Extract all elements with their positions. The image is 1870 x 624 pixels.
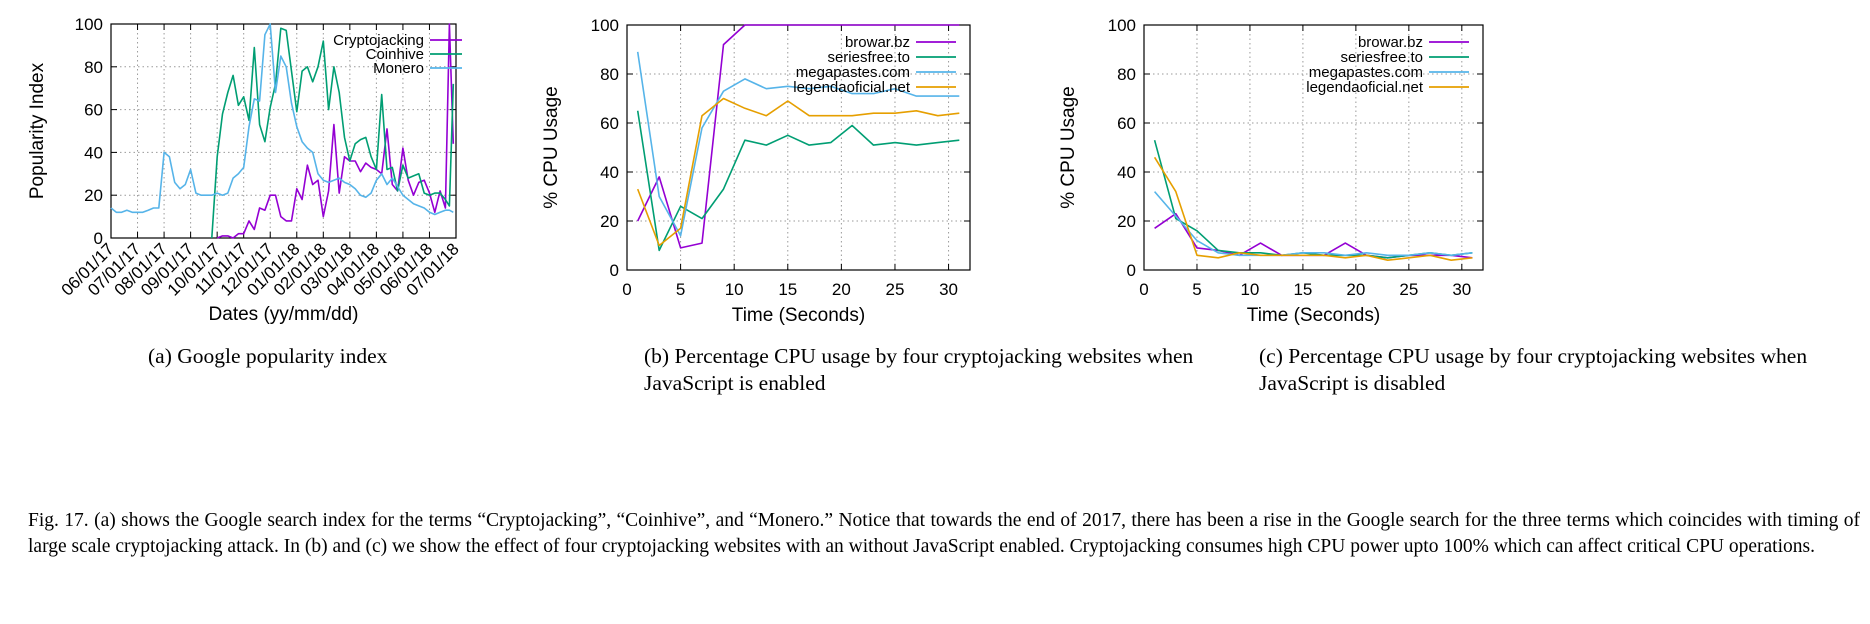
- y-tick-label: 100: [1108, 16, 1136, 35]
- series-line-browar-bz: [636, 24, 960, 249]
- series-line-legendaoficial-net: [1153, 156, 1473, 262]
- series-line-megapastes-com: [636, 51, 960, 237]
- series-line-megapastes-com: [1153, 191, 1473, 257]
- x-tick-label: 20: [832, 280, 851, 299]
- legend-label: legendaoficial.net: [793, 79, 911, 96]
- y-tick-label: 80: [84, 58, 103, 77]
- x-tick-label: 25: [886, 280, 905, 299]
- legend-label: megapastes.com: [1309, 64, 1423, 81]
- x-tick-label: 30: [1452, 280, 1471, 299]
- x-tick-label: 15: [1293, 280, 1312, 299]
- legend-label: seriesfree.to: [827, 49, 910, 66]
- chart-b: 0 20 40 60 80 100 0 5 10 15 20 25 30 Time (Seconds) % …: [541, 16, 971, 326]
- legend: browar.bzseriesfree.tomegapastes.comlege…: [793, 34, 956, 96]
- y-tick-label: 40: [1117, 163, 1136, 182]
- x-tick-label: 20: [1346, 280, 1365, 299]
- y-tick-label: 0: [610, 261, 619, 280]
- y-tick-label: 100: [75, 15, 103, 34]
- legend-label: browar.bz: [845, 34, 910, 51]
- y-tick-label: 60: [84, 101, 103, 120]
- legend: browar.bzseriesfree.tomegapastes.comlege…: [1306, 34, 1469, 96]
- y-tick-label: 60: [600, 114, 619, 133]
- y-tick-label: 0: [94, 229, 103, 248]
- plot-frame: [110, 23, 457, 239]
- y-tick-label: 20: [1117, 212, 1136, 231]
- y-tick-label: 20: [600, 212, 619, 231]
- grid: [1144, 25, 1483, 270]
- subcaption-a: (a) Google popularity index: [148, 344, 388, 368]
- series-line-coinhive: [211, 27, 455, 239]
- figure-caption: Fig. 17. (a) shows the Google search ind…: [28, 510, 1860, 557]
- y-axis-label: Popularity Index: [27, 62, 48, 199]
- y-axis-label: % CPU Usage: [541, 86, 562, 209]
- x-tick-label: 10: [1240, 280, 1259, 299]
- legend-label: Coinhive: [366, 46, 424, 63]
- legend-label: Monero: [373, 60, 424, 77]
- y-tick-label: 0: [1127, 261, 1136, 280]
- series-line-seriesfree-to: [636, 110, 960, 252]
- x-tick-label: 15: [778, 280, 797, 299]
- series-line-monero: [110, 23, 454, 216]
- x-tick-label: 0: [622, 280, 631, 299]
- series-line-seriesfree-to: [1153, 139, 1473, 259]
- grid: [111, 24, 456, 238]
- y-axis-label: % CPU Usage: [1058, 86, 1079, 209]
- x-tick-label: 5: [1192, 280, 1201, 299]
- legend-label: Cryptojacking: [333, 32, 424, 49]
- legend-label: seriesfree.to: [1340, 49, 1423, 66]
- subcaption-c: (c) Percentage CPU usage by four cryptoj…: [1259, 344, 1808, 395]
- series-line-cryptojacking: [216, 23, 455, 239]
- x-tick-label: 0: [1139, 280, 1148, 299]
- legend-label: megapastes.com: [796, 64, 910, 81]
- legend-label: browar.bz: [1358, 34, 1423, 51]
- charts-canvas: 02040608010006/01/1707/01/1708/01/1709/0…: [27, 15, 1484, 326]
- y-tick-label: 20: [84, 186, 103, 205]
- y-tick-label: 80: [600, 65, 619, 84]
- x-axis-label: Dates (yy/mm/dd): [209, 304, 359, 325]
- grid: [627, 25, 970, 270]
- plot-frame: [1143, 24, 1484, 271]
- chart-c: 0 20 40 60 80 100 0 5 10 15 20 25 30 Time (Seconds) % …: [1058, 16, 1484, 326]
- legend-label: legendaoficial.net: [1306, 79, 1424, 96]
- y-tick-label: 40: [600, 163, 619, 182]
- y-tick-label: 100: [591, 16, 619, 35]
- y-tick-label: 40: [84, 143, 103, 162]
- x-tick-label: 5: [676, 280, 685, 299]
- x-tick-label: 30: [939, 280, 958, 299]
- x-axis-label: Time (Seconds): [1247, 305, 1380, 326]
- subcaption-b: (b) Percentage CPU usage by four cryptoj…: [644, 344, 1194, 395]
- y-tick-label: 60: [1117, 114, 1136, 133]
- x-tick-label: 25: [1399, 280, 1418, 299]
- series-line-legendaoficial-net: [636, 97, 960, 247]
- x-axis-label: Time (Seconds): [732, 305, 865, 326]
- x-tick-label: 10: [725, 280, 744, 299]
- chart-a: 02040608010006/01/1707/01/1708/01/1709/0…: [27, 15, 463, 325]
- y-tick-label: 80: [1117, 65, 1136, 84]
